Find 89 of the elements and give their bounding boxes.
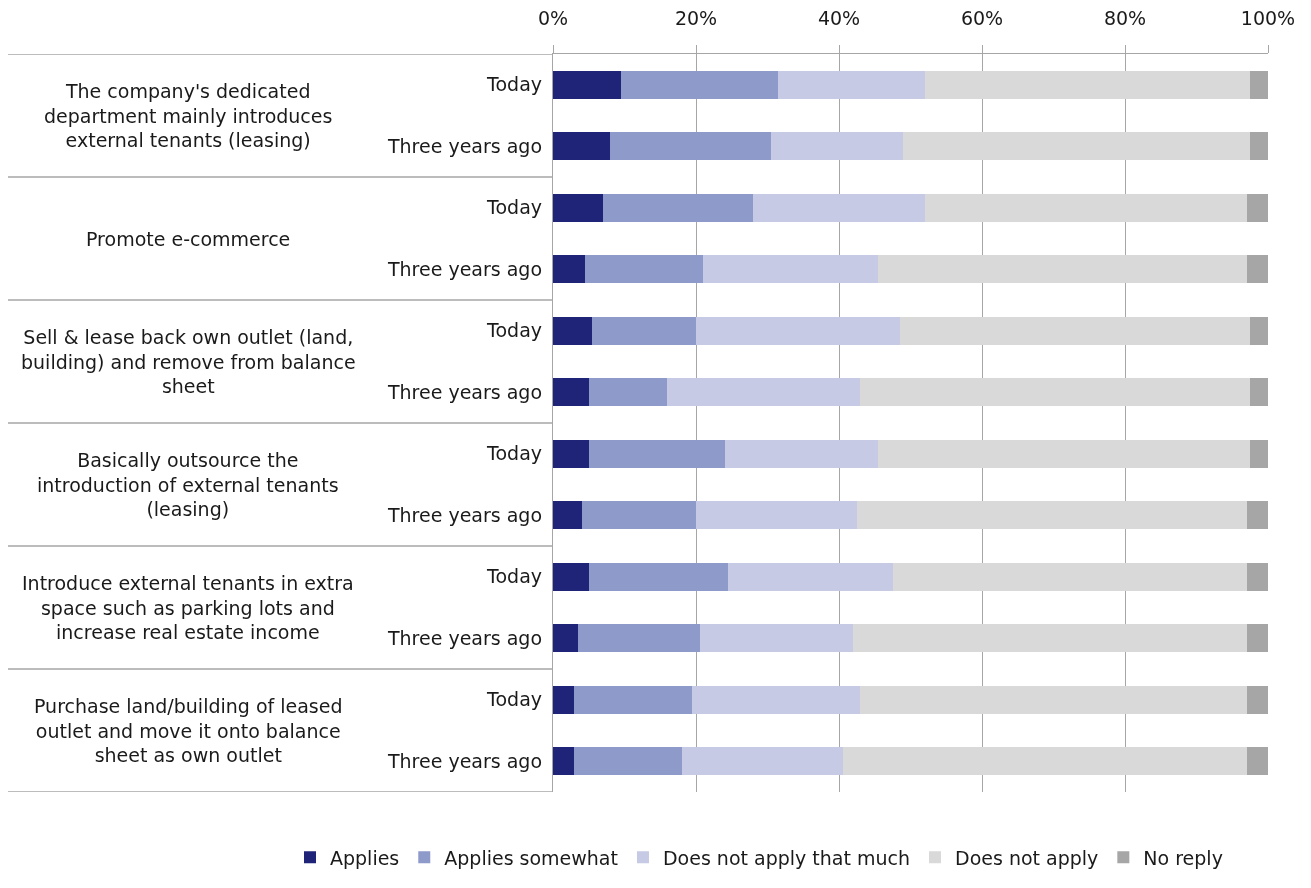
bar <box>860 685 1247 714</box>
bar <box>553 501 582 530</box>
y-tick-label: Today <box>486 442 543 465</box>
y-tick-label: Three years ago <box>386 503 543 526</box>
bar <box>553 624 579 653</box>
bar <box>699 624 854 653</box>
bar <box>610 132 772 161</box>
x-tick-label: 0% <box>537 7 569 30</box>
bar <box>1246 193 1268 222</box>
bar <box>681 747 843 776</box>
y-tick-label: Three years ago <box>386 626 543 649</box>
legend-label: Does not apply <box>955 846 1099 869</box>
text: Promote e-commerce <box>86 228 291 250</box>
bar <box>581 501 696 530</box>
legend-label: Applies <box>330 846 400 869</box>
bar <box>1246 562 1268 591</box>
bar <box>856 501 1247 530</box>
x-tick-label: 100% <box>1240 7 1296 30</box>
bar <box>553 747 575 776</box>
bar <box>1246 255 1268 284</box>
bar <box>728 562 893 591</box>
bar <box>924 70 1251 99</box>
x-tick-label: 40% <box>817 7 861 30</box>
bar <box>1250 132 1268 161</box>
y-tick-label: Today <box>486 688 543 711</box>
bar <box>574 747 682 776</box>
legend-label: No reply <box>1143 846 1223 869</box>
y-tick-label: Three years ago <box>386 380 543 403</box>
bar <box>1250 378 1268 407</box>
bar <box>574 685 693 714</box>
text: Introduce external tenants in extra space such as parking lots and increase real estate income <box>22 572 354 644</box>
y-tick-label: Today <box>486 196 543 219</box>
bar <box>842 747 1247 776</box>
bar <box>553 132 611 161</box>
x-tick-label: 60% <box>960 7 1004 30</box>
bar <box>553 316 593 345</box>
bar <box>553 255 586 284</box>
bar <box>696 501 857 530</box>
bar <box>1246 624 1268 653</box>
y-tick-label: Today <box>486 73 543 96</box>
text: Basically outsource the introduction of external tenants (leasing) <box>37 449 339 521</box>
y-tick-label: Three years ago <box>386 134 543 157</box>
bar <box>588 439 725 468</box>
bar <box>696 316 900 345</box>
bar <box>592 316 696 345</box>
bar <box>1246 747 1268 776</box>
bar <box>553 562 589 591</box>
bar <box>553 70 621 99</box>
bar <box>892 562 1247 591</box>
text: Sell & lease back own outlet (land, building) and remove from balance sheet <box>21 326 356 398</box>
y-tick-label: Three years ago <box>386 257 543 280</box>
bar <box>620 70 779 99</box>
bar <box>1250 70 1268 99</box>
x-tick-label: 20% <box>674 7 718 30</box>
bar <box>667 378 861 407</box>
bar <box>1250 316 1268 345</box>
bar <box>778 70 925 99</box>
text: Purchase land/building of leased outlet and move it onto balance sheet as own outlet <box>34 695 343 767</box>
x-tick-label: 80% <box>1103 7 1147 30</box>
bar <box>853 624 1247 653</box>
bar <box>860 378 1251 407</box>
bar <box>878 439 1251 468</box>
bar <box>771 132 904 161</box>
bar <box>903 132 1251 161</box>
bar <box>924 193 1247 222</box>
bar <box>553 439 589 468</box>
bar <box>553 193 604 222</box>
y-tick-label: Three years ago <box>386 749 543 772</box>
bar <box>1246 501 1268 530</box>
bar <box>724 439 879 468</box>
bar <box>585 255 704 284</box>
text: The company's dedicated department mainly introduces external tenants (leasing) <box>44 80 333 152</box>
bar <box>703 255 879 284</box>
y-tick-label: Today <box>486 319 543 342</box>
bar <box>603 193 754 222</box>
bar <box>899 316 1251 345</box>
bar <box>1250 439 1268 468</box>
bar <box>692 685 861 714</box>
bar <box>753 193 925 222</box>
y-tick-label: Today <box>486 565 543 588</box>
legend-label: Does not apply that much <box>662 846 910 869</box>
bar <box>578 624 700 653</box>
bar <box>588 378 668 407</box>
bar <box>1246 685 1268 714</box>
bar <box>588 562 729 591</box>
bar <box>553 685 575 714</box>
bar <box>878 255 1247 284</box>
bar <box>553 378 589 407</box>
legend-label: Applies somewhat <box>444 846 618 869</box>
